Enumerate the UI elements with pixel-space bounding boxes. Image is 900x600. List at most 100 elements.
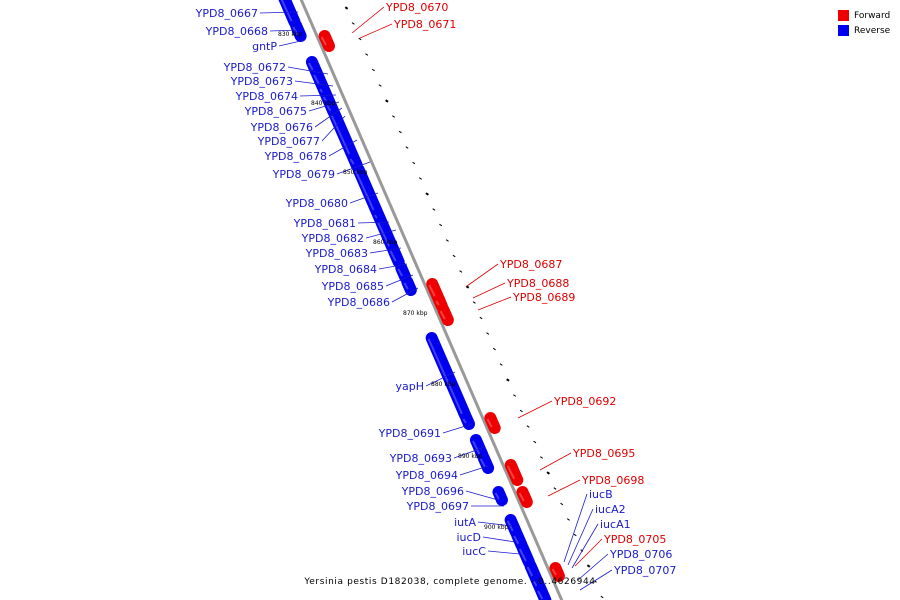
gene-label-ypd8-0682[interactable]: YPD8_0682 <box>301 232 364 245</box>
connector-ypd8-0674 <box>299 94 337 97</box>
grid-tick-mark <box>492 347 496 351</box>
position-tick-label: 830 kbp <box>278 31 303 38</box>
connector-ypd8-0688 <box>472 282 506 299</box>
grid-tick-mark <box>365 53 369 56</box>
gene-block-highlight <box>435 300 440 306</box>
gene-label-ypd8-0686[interactable]: YPD8_0686 <box>327 296 390 309</box>
connector-iuca1 <box>571 523 599 569</box>
gene-block-yaph[interactable] <box>425 332 472 421</box>
gene-label-ypd8-0675[interactable]: YPD8_0675 <box>244 105 307 118</box>
connector-ypd8-0693 <box>453 446 486 459</box>
position-tick-label: 870 kbp <box>403 310 428 317</box>
gene-label-ypd8-0694[interactable]: YPD8_0694 <box>395 469 458 482</box>
gene-label-ypd8-0695[interactable]: YPD8_0695 <box>572 447 635 460</box>
grid-tick-mark <box>398 130 402 134</box>
gene-label-ypd8-0670[interactable]: YPD8_0670 <box>385 1 448 14</box>
gene-label-ypd8-0696[interactable]: YPD8_0696 <box>401 485 464 498</box>
legend-forward-label: Forward <box>854 10 891 21</box>
connector-ypd8-0679 <box>336 161 371 175</box>
gene-label-ypd8-0692[interactable]: YPD8_0692 <box>553 395 616 408</box>
gene-block-ypd8-0695[interactable] <box>504 459 524 486</box>
gene-features <box>278 0 565 600</box>
gene-label-yaph[interactable]: yapH <box>395 380 424 393</box>
connector-yaph <box>425 371 456 387</box>
gene-block-iucc[interactable] <box>516 542 535 568</box>
gene-block-ypd8-0696[interactable] <box>492 486 508 506</box>
gene-label-ypd8-0668[interactable]: YPD8_0668 <box>205 25 268 38</box>
gene-label-ypd8-0681[interactable]: YPD8_0681 <box>293 217 356 230</box>
gene-label-ypd8-0689[interactable]: YPD8_0689 <box>512 291 575 304</box>
gene-label-ypd8-0678[interactable]: YPD8_0678 <box>264 150 327 163</box>
gene-block-highlight <box>313 74 321 86</box>
gene-block-ypd8-0667[interactable] <box>278 0 301 28</box>
gene-label-ypd8-0685[interactable]: YPD8_0685 <box>321 280 384 293</box>
gene-label-iuca1[interactable]: iucA1 <box>600 518 631 531</box>
grid-tick-mark <box>546 471 550 475</box>
grid-tick-mark <box>540 456 543 459</box>
gene-block-highlight <box>518 548 527 562</box>
gene-block-highlight <box>537 590 544 600</box>
gene-block-ypd8-0705[interactable] <box>549 562 565 582</box>
gene-label-gntp[interactable]: gntP <box>252 40 277 53</box>
gene-label-ypd8-0671[interactable]: YPD8_0671 <box>393 18 456 31</box>
gene-label-ypd8-0698[interactable]: YPD8_0698 <box>581 474 644 487</box>
gene-label-ypd8-0680[interactable]: YPD8_0680 <box>285 197 348 210</box>
gene-label-ypd8-0674[interactable]: YPD8_0674 <box>235 90 298 103</box>
gene-block-ypd8-0682[interactable] <box>387 244 405 268</box>
gene-label-iuta[interactable]: iutA <box>454 516 476 529</box>
genome-caption: Yersinia pestis D182038, complete genome… <box>304 577 596 587</box>
gene-label-ypd8-0697[interactable]: YPD8_0697 <box>406 500 469 513</box>
gene-block-ypd8-0691[interactable] <box>460 412 475 430</box>
grid-tick-mark <box>479 316 483 320</box>
connector-ypd8-0694 <box>459 465 489 476</box>
gene-label-iuca2[interactable]: iucA2 <box>595 503 626 516</box>
gene-label-ypd8-0683[interactable]: YPD8_0683 <box>305 247 368 260</box>
gene-label-ypd8-0687[interactable]: YPD8_0687 <box>499 258 562 271</box>
gene-label-ypd8-0667[interactable]: YPD8_0667 <box>195 7 258 20</box>
gene-label-ypd8-0679[interactable]: YPD8_0679 <box>272 168 335 181</box>
gene-label-ypd8-0707[interactable]: YPD8_0707 <box>613 564 676 577</box>
gene-label-ypd8-0705[interactable]: YPD8_0705 <box>603 533 666 546</box>
gene-block-iuca1[interactable] <box>535 584 552 600</box>
gene-label-ypd8-0673[interactable]: YPD8_0673 <box>230 75 293 88</box>
gene-block-highlight <box>349 158 355 165</box>
position-tick-label: 860 kbp <box>373 239 398 246</box>
grid-tick-mark <box>566 518 570 521</box>
grid-tick-mark <box>586 564 591 568</box>
grid-tick-mark <box>412 161 416 165</box>
gene-block-ypd8-0681[interactable] <box>375 216 399 254</box>
gene-block-ypd8-0677[interactable] <box>328 109 359 162</box>
gene-block-ypd8-0698[interactable] <box>516 486 533 508</box>
connector-gntp <box>278 39 306 47</box>
gene-block-ypd8-0679[interactable] <box>352 164 383 218</box>
gene-label-ypd8-0691[interactable]: YPD8_0691 <box>378 427 441 440</box>
gene-block-highlight <box>292 26 299 36</box>
connector-ypd8-0680 <box>349 192 379 204</box>
gene-block-highlight <box>389 250 397 262</box>
gene-label-ypd8-0688[interactable]: YPD8_0688 <box>506 277 569 290</box>
gene-label-ypd8-0693[interactable]: YPD8_0693 <box>389 452 452 465</box>
gene-label-iucc[interactable]: iucC <box>462 545 486 558</box>
gene-block-ypd8-0670[interactable] <box>318 30 335 52</box>
gene-block-ypd8-0683[interactable] <box>395 262 412 283</box>
grid-tick-mark <box>351 22 355 25</box>
gene-label-ypd8-0677[interactable]: YPD8_0677 <box>257 135 320 148</box>
position-tick-label: 890 kbp <box>458 453 483 460</box>
grid-tick-mark <box>499 363 503 366</box>
gene-label-iucb[interactable]: iucB <box>589 488 613 501</box>
gene-block-highlight <box>494 492 500 500</box>
gene-block-ypd8-0689[interactable] <box>437 304 454 326</box>
gene-label-ypd8-0706[interactable]: YPD8_0706 <box>609 548 672 561</box>
grid-ticks <box>344 6 604 599</box>
gene-label-ypd8-0684[interactable]: YPD8_0684 <box>314 263 377 276</box>
gene-label-ypd8-0676[interactable]: YPD8_0676 <box>250 121 313 134</box>
gene-block-highlight <box>330 115 351 156</box>
gene-block-ypd8-0668[interactable] <box>290 20 307 42</box>
grid-tick-mark <box>378 84 382 87</box>
gene-block-ypd8-0692[interactable] <box>484 412 501 434</box>
gene-label-iucd[interactable]: iucD <box>456 531 481 544</box>
gene-block-ypd8-0678[interactable] <box>347 152 363 171</box>
gene-label-ypd8-0672[interactable]: YPD8_0672 <box>223 61 286 74</box>
gene-block-highlight <box>354 170 375 212</box>
gene-block-ypd8-0684[interactable] <box>401 276 417 296</box>
